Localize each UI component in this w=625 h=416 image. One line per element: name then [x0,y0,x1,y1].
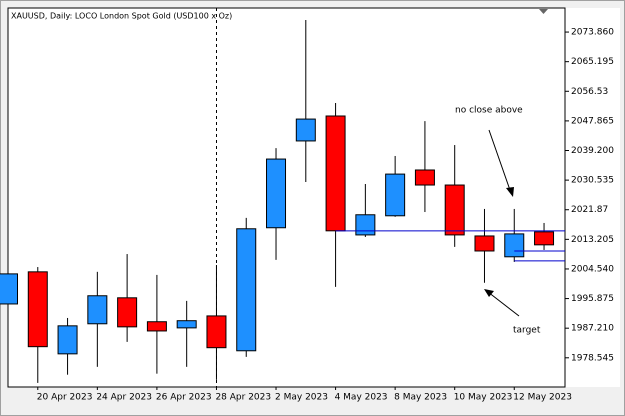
x-tick-label: 8 May 2023 [394,393,447,403]
candle-body [206,315,227,349]
y-tick-label: 1978.545 [571,353,614,363]
x-tick-label: 24 Apr 2023 [96,393,152,403]
x-tick-label: 20 Apr 2023 [37,393,93,403]
y-tick-label: 2021.87 [571,205,608,215]
y-tick-label: 2047.865 [571,116,614,126]
candle-body [0,273,18,305]
annotation: target [513,326,541,336]
candle-body [87,295,108,325]
annotation: no close above [455,106,523,116]
y-tick-label: 1995.875 [571,294,614,304]
x-tick-label: 2 May 2023 [275,393,328,403]
y-tick-label: 2030.535 [571,176,614,186]
candle-body [117,297,138,328]
candle-body [355,214,376,236]
candle-body [146,321,167,332]
candle-body [444,184,465,236]
candle-body [534,231,555,246]
marks [0,19,565,383]
candle-body [57,325,78,355]
x-tick-label: 28 Apr 2023 [215,393,271,403]
y-tick-label: 2004.540 [571,264,614,274]
candle-body [176,320,197,329]
y-tick-label: 2039.200 [571,146,614,156]
y-tick-label: 2013.205 [571,235,614,245]
y-tick-label: 2065.195 [571,57,614,67]
candle-body [295,118,316,142]
y-tick-label: 1987.210 [571,324,614,334]
arrowhead [484,289,494,297]
scroll-marker [539,9,548,14]
candle-body [236,228,257,352]
arrow [487,291,520,317]
y-tick-label: 2073.860 [571,28,614,38]
x-tick-label: 4 May 2023 [335,393,388,403]
plot-area [7,7,566,388]
x-tick-label: 26 Apr 2023 [156,393,212,403]
price-axis [565,8,620,387]
candle-body [385,173,406,217]
x-tick-label: 10 May 2023 [454,393,513,403]
candle-body [325,115,346,232]
candle-body [266,158,287,229]
candle-body [27,271,48,348]
candle-body [474,235,495,252]
chart-title: XAUUSD, Daily: LOCO London Spot Gold (US… [11,12,232,21]
arrowhead [506,187,514,197]
y-tick-label: 2056.53 [571,87,608,97]
arrow [488,129,512,194]
candle-body [504,233,525,258]
x-tick-label: 12 May 2023 [513,393,572,403]
candle-body [414,169,435,186]
